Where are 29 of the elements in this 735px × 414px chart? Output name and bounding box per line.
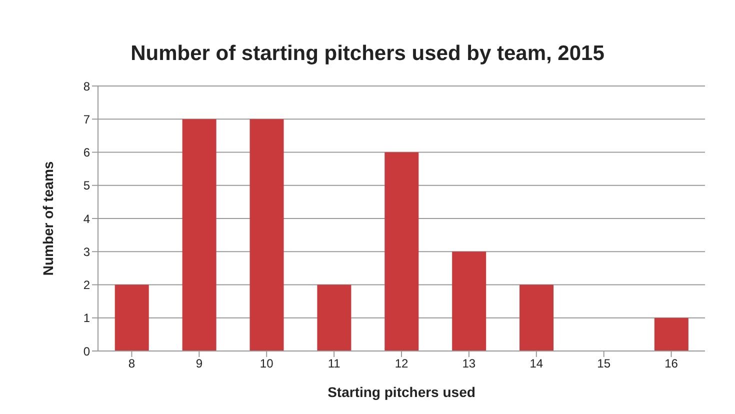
bar	[452, 252, 486, 351]
y-tick-label: 8	[83, 79, 90, 94]
bar	[182, 119, 216, 351]
x-tick-label: 16	[664, 356, 678, 371]
y-tick-label: 6	[83, 146, 90, 160]
y-tick-label: 4	[83, 212, 90, 226]
x-tick-label: 14	[530, 356, 544, 371]
x-tick-label: 10	[260, 356, 274, 371]
bar	[520, 284, 554, 351]
bar	[250, 119, 284, 351]
bar	[114, 284, 149, 351]
bar	[317, 284, 352, 351]
x-tick-label: 12	[394, 356, 408, 371]
y-tick-label: 1	[83, 311, 90, 326]
x-tick-label: 9	[196, 356, 203, 371]
y-tick-label: 2	[83, 278, 90, 292]
bar	[654, 318, 688, 351]
x-tick-label: 13	[462, 356, 476, 371]
bar	[384, 152, 419, 351]
x-tick-label: 11	[328, 356, 341, 371]
y-tick-label: 5	[83, 178, 90, 193]
y-tick-label: 0	[83, 344, 90, 358]
x-tick-label: 15	[597, 356, 611, 371]
x-tick-label: 8	[128, 356, 136, 371]
x-axis-title: Starting pitchers used	[328, 384, 476, 400]
y-tick-label: 3	[83, 244, 90, 259]
y-tick-label: 7	[83, 112, 90, 126]
y-axis-title: Number of teams	[40, 161, 56, 276]
chart-title: Number of starting pitchers used by team, 2015	[130, 41, 606, 67]
